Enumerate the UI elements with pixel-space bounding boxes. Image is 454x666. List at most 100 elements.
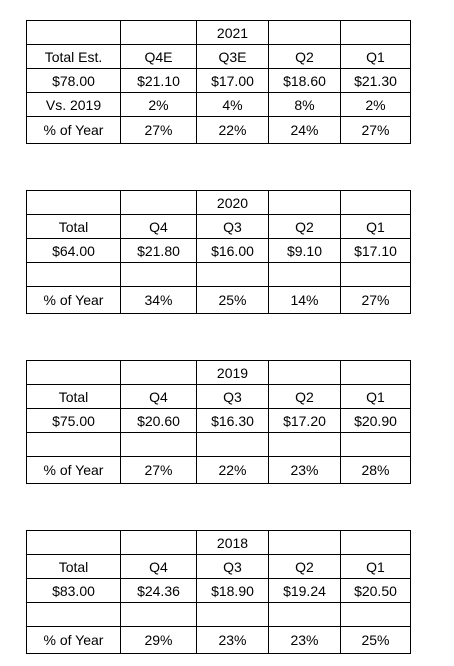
cell: 2% (120, 92, 197, 117)
blank-row (26, 602, 411, 627)
cell: Q4 (120, 214, 197, 239)
empty-cell (268, 432, 341, 457)
row-label: % of Year (26, 286, 121, 314)
quarter-table: 2019 Total Q4 Q3 Q2 Q1 $75.00 $20.60 $16.30 $17.2… (26, 360, 411, 484)
table-body: 2021 Total Est. Q4E Q3E Q2 Q1 $78.00 $21.10 $17.… (26, 20, 411, 144)
empty-cell (268, 190, 341, 215)
empty-cell (196, 602, 269, 627)
cell: 27% (120, 116, 197, 144)
empty-cell (120, 432, 197, 457)
cell: $9.10 (268, 238, 341, 263)
cell: 14% (268, 286, 341, 314)
empty-cell (268, 602, 341, 627)
cell: $16.00 (196, 238, 269, 263)
data-row: Total Q4 Q3 Q2 Q1 (26, 214, 411, 239)
empty-cell (26, 530, 121, 555)
empty-cell (268, 360, 341, 385)
cell: $21.30 (340, 68, 411, 93)
data-row: Total Est. Q4E Q3E Q2 Q1 (26, 44, 411, 69)
row-label: Vs. 2019 (26, 92, 121, 117)
cell: 34% (120, 286, 197, 314)
cell: 8% (268, 92, 341, 117)
data-row: Total Q4 Q3 Q2 Q1 (26, 384, 411, 409)
row-label: $64.00 (26, 238, 121, 263)
cell: Q2 (268, 44, 341, 69)
cell: 25% (196, 286, 269, 314)
empty-cell (120, 360, 197, 385)
data-row: $78.00 $21.10 $17.00 $18.60 $21.30 (26, 68, 411, 93)
empty-cell (196, 262, 269, 287)
row-label: % of Year (26, 116, 121, 144)
cell: Q2 (268, 214, 341, 239)
data-row: % of Year 27% 22% 24% 27% (26, 116, 411, 144)
cell: $17.20 (268, 408, 341, 433)
cell: 28% (340, 456, 411, 484)
cell: 4% (196, 92, 269, 117)
empty-cell (340, 432, 411, 457)
cell: Q4E (120, 44, 197, 69)
empty-cell (340, 190, 411, 215)
empty-cell (26, 432, 121, 457)
cell: $20.60 (120, 408, 197, 433)
table-body: 2019 Total Q4 Q3 Q2 Q1 $75.00 $20.60 $16.30 $17.2… (26, 360, 411, 484)
data-row: $64.00 $21.80 $16.00 $9.10 $17.10 (26, 238, 411, 263)
cell: Q3 (196, 554, 269, 579)
year-row: 2020 (26, 190, 411, 215)
row-label: Total (26, 384, 121, 409)
cell: 25% (340, 626, 411, 654)
cell: 23% (196, 626, 269, 654)
empty-cell (120, 262, 197, 287)
empty-cell (120, 602, 197, 627)
empty-cell (26, 602, 121, 627)
row-label: $78.00 (26, 68, 121, 93)
empty-cell (26, 360, 121, 385)
empty-cell (340, 20, 411, 45)
empty-cell (196, 432, 269, 457)
cell: Q3 (196, 384, 269, 409)
table-body: 2018 Total Q4 Q3 Q2 Q1 $83.00 $24.36 $18.90 $19.2… (26, 530, 411, 654)
cell: Q1 (340, 384, 411, 409)
empty-cell (26, 262, 121, 287)
cell: 23% (268, 626, 341, 654)
cell: Q2 (268, 384, 341, 409)
cell: Q4 (120, 384, 197, 409)
data-row: % of Year 29% 23% 23% 25% (26, 626, 411, 654)
cell: 22% (196, 116, 269, 144)
data-row: $75.00 $20.60 $16.30 $17.20 $20.90 (26, 408, 411, 433)
cell: Q1 (340, 44, 411, 69)
cell: Q4 (120, 554, 197, 579)
cell: $21.80 (120, 238, 197, 263)
year-row: 2021 (26, 20, 411, 45)
year-cell: 2020 (196, 190, 269, 215)
empty-cell (120, 190, 197, 215)
cell: $18.60 (268, 68, 341, 93)
row-label: $83.00 (26, 578, 121, 603)
cell: Q2 (268, 554, 341, 579)
row-label: Total Est. (26, 44, 121, 69)
row-label: % of Year (26, 456, 121, 484)
data-row: Vs. 2019 2% 4% 8% 2% (26, 92, 411, 117)
cell: 27% (120, 456, 197, 484)
year-cell: 2018 (196, 530, 269, 555)
row-label: $75.00 (26, 408, 121, 433)
cell: $17.10 (340, 238, 411, 263)
cell: 2% (340, 92, 411, 117)
cell: 22% (196, 456, 269, 484)
empty-cell (268, 530, 341, 555)
cell: $24.36 (120, 578, 197, 603)
blank-row (26, 262, 411, 287)
cell: $20.90 (340, 408, 411, 433)
cell: Q3E (196, 44, 269, 69)
year-row: 2018 (26, 530, 411, 555)
empty-cell (120, 530, 197, 555)
empty-cell (26, 20, 121, 45)
year-cell: 2019 (196, 360, 269, 385)
row-label: % of Year (26, 626, 121, 654)
cell: 27% (340, 116, 411, 144)
cell: $21.10 (120, 68, 197, 93)
empty-cell (120, 20, 197, 45)
data-row: Total Q4 Q3 Q2 Q1 (26, 554, 411, 579)
cell: 24% (268, 116, 341, 144)
quarter-table: 2018 Total Q4 Q3 Q2 Q1 $83.00 $24.36 $18.90 $19.2… (26, 530, 411, 654)
